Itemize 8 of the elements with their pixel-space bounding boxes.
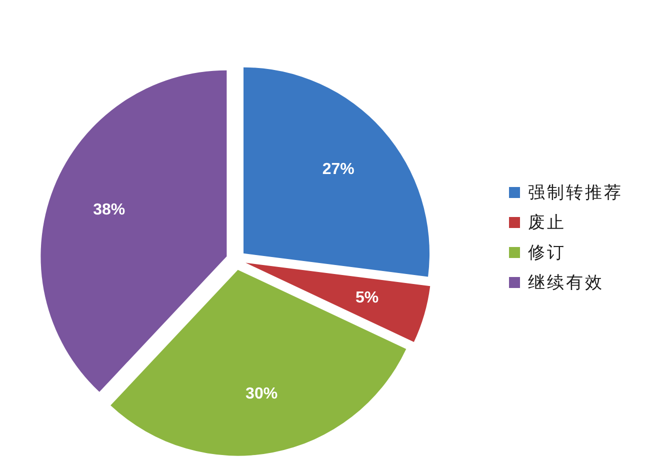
data-label: 5%	[356, 290, 379, 307]
data-label: 38%	[93, 201, 126, 218]
data-label: 30%	[246, 386, 278, 403]
legend-label: 修订	[528, 242, 566, 264]
data-label: 27%	[322, 161, 354, 178]
legend-label: 废止	[528, 212, 566, 234]
legend-label: 强制转推荐	[528, 182, 623, 204]
legend-label: 继续有效	[528, 272, 604, 294]
